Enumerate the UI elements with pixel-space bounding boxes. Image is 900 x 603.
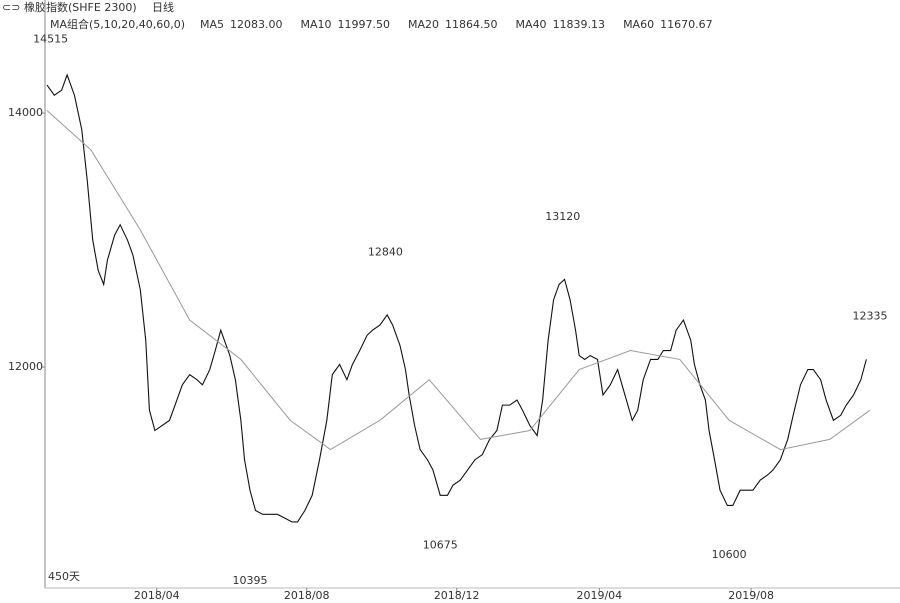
x-tick-label: 2019/04 — [576, 589, 622, 602]
y-tick-label: 12000 — [8, 360, 43, 373]
indicator-value: 11864.50 — [445, 18, 498, 31]
indicator-value: 11670.67 — [660, 18, 713, 31]
instrument-title[interactable]: 橡胶指数(SHFE 2300) — [24, 0, 137, 14]
price-line — [46, 110, 871, 451]
extreme-label: 10395 — [233, 574, 268, 587]
indicator-name: MA20 — [408, 18, 439, 31]
extreme-label: 10675 — [423, 538, 458, 551]
indicator-name: MA40 — [516, 18, 547, 31]
price-line — [46, 73, 867, 523]
y-tick-label: 14000 — [8, 106, 43, 119]
indicator-value: 11997.50 — [338, 18, 391, 31]
indicator-name: MA60 — [623, 18, 654, 31]
x-tick-label: 2019/08 — [728, 589, 774, 602]
extreme-label: 10600 — [712, 548, 747, 561]
indicator-value: 11839.13 — [553, 18, 606, 31]
x-tick-label: 2018/12 — [434, 589, 480, 602]
extreme-label: 13120 — [545, 210, 580, 223]
x-tick-label: 2018/04 — [134, 589, 180, 602]
header: ⊂⊃ 橡胶指数(SHFE 2300) 日线 MA组合(5,10,20,40,60… — [2, 0, 185, 31]
extreme-label: 12335 — [853, 309, 888, 322]
extreme-label: 14515 — [33, 33, 68, 46]
extreme-label: 12840 — [368, 245, 403, 258]
ma-group[interactable]: MA组合(5,10,20,40,60,0) — [50, 17, 185, 31]
indicator-name: MA10 — [301, 18, 332, 31]
indicator-value: 12083.00 — [230, 18, 283, 31]
days-label: 450天 — [48, 570, 80, 583]
link-icon: ⊂⊃ — [2, 1, 20, 14]
period[interactable]: 日线 — [152, 0, 174, 14]
x-tick-label: 2018/08 — [284, 589, 330, 602]
indicator-name: MA5 — [200, 18, 224, 31]
